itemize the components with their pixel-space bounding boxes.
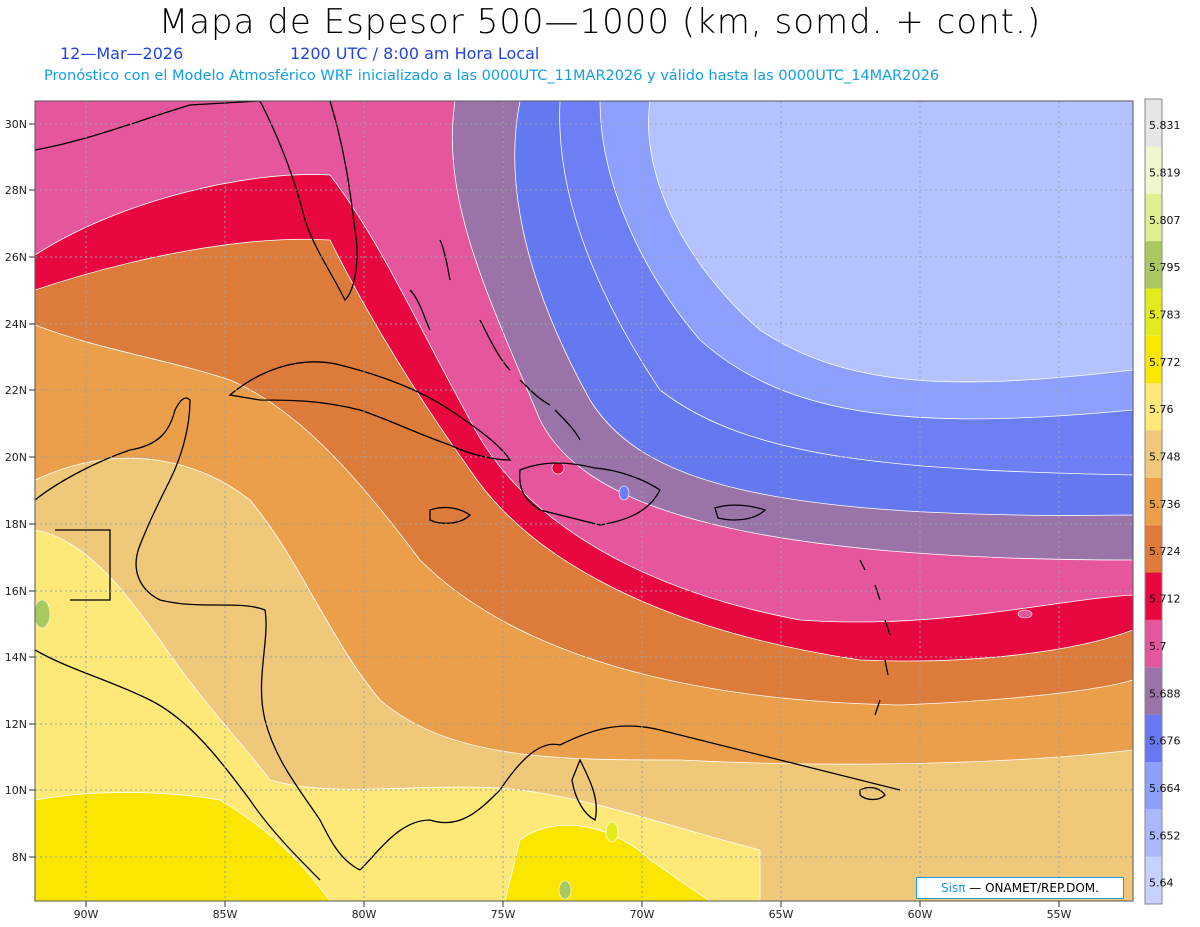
lat-label: 14N [5, 651, 27, 664]
colorbar-label: 5.783 [1149, 309, 1181, 322]
colorbar-label: 5.831 [1149, 119, 1181, 132]
colorbar-swatch [1145, 619, 1162, 668]
colorbar-label: 5.807 [1149, 214, 1181, 227]
colorbar-label: 5.64 [1149, 877, 1174, 890]
colorbar-swatch [1145, 430, 1162, 478]
lon-label: 85W [213, 908, 238, 921]
band-5783b [504, 824, 711, 901]
coastlines [35, 101, 901, 881]
colorbar-label: 5.819 [1149, 166, 1181, 179]
colorbar-swatch [1145, 761, 1162, 810]
colorbar: 5.64 5.652 5.664 5.676 5.688 5.7 5.712 5.724 5.7… [1144, 98, 1181, 905]
colorbar-label: 5.712 [1149, 593, 1181, 606]
colorbar-label: 5.76 [1149, 403, 1174, 416]
lat-label: 16N [5, 585, 27, 598]
lat-label: 8N [12, 851, 27, 864]
lon-label: 65W [769, 908, 794, 921]
colorbar-swatch [1145, 525, 1162, 573]
lat-label: 12N [5, 718, 27, 731]
colorbar-label: 5.724 [1149, 545, 1181, 558]
lon-label: 60W [908, 908, 933, 921]
colorbar-swatch [1145, 99, 1162, 147]
colorbar-swatch [1145, 193, 1162, 242]
colorbar-swatch [1145, 856, 1162, 904]
lat-label: 24N [5, 318, 27, 331]
lon-label: 80W [352, 908, 377, 921]
lat-label: 28N [5, 184, 27, 197]
longitude-labels: 90W 85W 80W 75W 70W 65W 60W 55W [74, 908, 1072, 921]
colorbar-label: 5.652 [1149, 829, 1181, 842]
graticule [35, 101, 1133, 901]
colorbar-swatch [1145, 714, 1162, 762]
colorbar-swatch [1145, 146, 1162, 194]
axis-ticks [29, 123, 1060, 907]
colorbar-label: 5.795 [1149, 261, 1181, 274]
colorbar-swatch [1145, 667, 1162, 715]
colorbar-swatch [1145, 809, 1162, 857]
colorbar-label: 5.772 [1149, 356, 1181, 369]
lat-label: 22N [5, 384, 27, 397]
colorbar-label: 5.688 [1149, 687, 1181, 700]
sispi-logo-text: Sisπ [941, 881, 966, 895]
lon-label: 55W [1047, 908, 1072, 921]
colorbar-frame [1144, 98, 1163, 905]
thickness-shading [35, 101, 1133, 901]
lat-label: 18N [5, 518, 27, 531]
lon-label: 70W [630, 908, 655, 921]
colorbar-label: 5.748 [1149, 451, 1181, 464]
lon-label: 90W [74, 908, 99, 921]
colorbar-label: 5.7 [1149, 640, 1167, 653]
model-run-info: Pronóstico con el Modelo Atmosférico WRF… [44, 68, 940, 84]
lat-label: 30N [5, 118, 27, 131]
lat-label: 10N [5, 784, 27, 797]
latitude-labels: 30N 28N 26N 24N 22N 20N 18N 16N 14N 12N … [5, 118, 27, 864]
colorbar-swatch [1145, 572, 1162, 620]
colorbar-label: 5.736 [1149, 498, 1181, 511]
colorbar-label: 5.664 [1149, 782, 1181, 795]
colorbar-swatch [1145, 288, 1162, 336]
colorbar-swatch [1145, 383, 1162, 431]
credit-text: — ONAMET/REP.DOM. [969, 881, 1099, 895]
map-frame [34, 100, 1134, 902]
lat-label: 20N [5, 451, 27, 464]
colorbar-label: 5.676 [1149, 735, 1181, 748]
band-5783 [35, 792, 331, 901]
colorbar-swatch [1145, 335, 1162, 384]
forecast-date: 12—Mar—2026 [60, 44, 184, 63]
lat-label: 26N [5, 251, 27, 264]
colorbar-swatch [1145, 477, 1162, 526]
lon-label: 75W [491, 908, 516, 921]
colorbar-swatch [1145, 241, 1162, 289]
forecast-time: 1200 UTC / 8:00 am Hora Local [290, 44, 540, 63]
credit-box: Sisπ — ONAMET/REP.DOM. [916, 877, 1124, 899]
map-title: Mapa de Espesor 500—1000 (km, somd. + co… [158, 2, 1042, 42]
